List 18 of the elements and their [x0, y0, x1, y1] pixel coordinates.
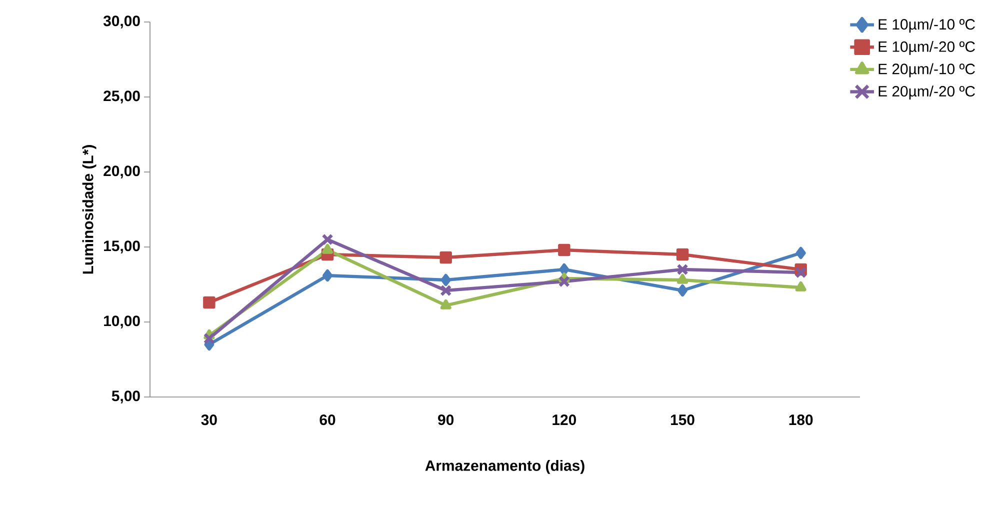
x-tick-label: 180: [789, 414, 813, 426]
legend-label: E 10µm/-20 ºC: [878, 40, 975, 55]
y-tick-label: 10,00: [104, 316, 140, 328]
x-tick-label: 90: [438, 414, 454, 426]
x-tick-label: 120: [552, 414, 576, 426]
y-tick-label: 25,00: [104, 90, 140, 104]
x-tick-label: 60: [320, 414, 336, 426]
y-axis-title: Luminosidade (L*): [82, 145, 96, 274]
y-tick-label: 15,00: [104, 240, 140, 254]
x-tick-label: 150: [670, 414, 694, 426]
y-tick-label: 20,00: [104, 166, 140, 178]
x-tick-label: 30: [201, 414, 217, 426]
legend-label: E 10µm/-10 ºC: [878, 18, 975, 33]
legend-label: E 20µm/-20 ºC: [878, 86, 975, 100]
x-axis-title: Armazenamento (dias): [425, 460, 584, 474]
y-tick-label: 5,00: [112, 390, 140, 404]
y-tick-label: 30,00: [103, 16, 140, 28]
legend-label: E 20µm/-10 ºC: [878, 63, 975, 78]
